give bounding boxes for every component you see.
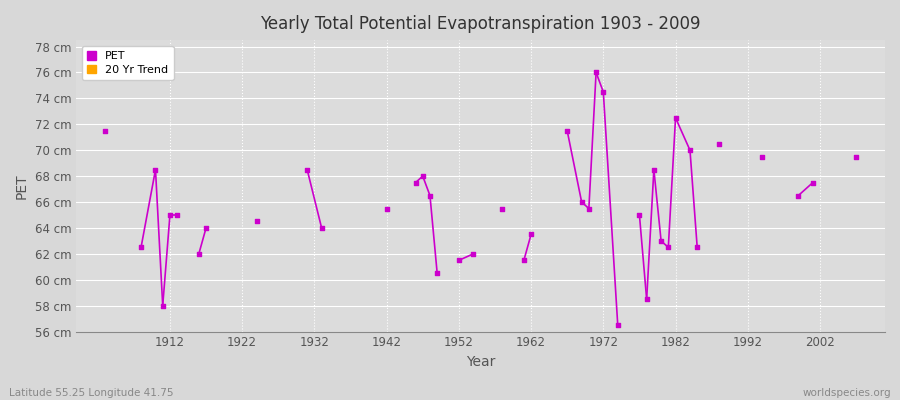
Point <box>669 115 683 121</box>
Text: worldspecies.org: worldspecies.org <box>803 388 891 398</box>
Point <box>300 166 314 173</box>
Point <box>596 89 610 95</box>
Point <box>452 257 466 264</box>
Point <box>466 251 481 257</box>
X-axis label: Year: Year <box>466 355 495 369</box>
Point <box>690 244 705 250</box>
Point <box>581 205 596 212</box>
Point <box>524 231 538 238</box>
Point <box>423 192 437 199</box>
Point <box>163 212 177 218</box>
Point <box>199 225 213 231</box>
Point <box>380 205 394 212</box>
Point <box>589 69 603 76</box>
Text: Latitude 55.25 Longitude 41.75: Latitude 55.25 Longitude 41.75 <box>9 388 174 398</box>
Point <box>806 180 820 186</box>
Point <box>662 244 676 250</box>
Point <box>314 225 328 231</box>
Point <box>849 154 863 160</box>
Point <box>683 147 698 154</box>
Point <box>98 128 112 134</box>
Title: Yearly Total Potential Evapotranspiration 1903 - 2009: Yearly Total Potential Evapotranspiratio… <box>260 15 701 33</box>
Point <box>409 180 423 186</box>
Point <box>639 296 653 302</box>
Point <box>712 140 726 147</box>
Point <box>156 302 170 309</box>
Point <box>654 238 669 244</box>
Point <box>632 212 646 218</box>
Point <box>755 154 770 160</box>
Point <box>249 218 264 225</box>
Point <box>170 212 184 218</box>
Y-axis label: PET: PET <box>15 173 29 199</box>
Point <box>574 199 589 205</box>
Point <box>416 173 430 179</box>
Point <box>647 166 662 173</box>
Point <box>560 128 574 134</box>
Point <box>495 205 509 212</box>
Point <box>148 166 163 173</box>
Legend: PET, 20 Yr Trend: PET, 20 Yr Trend <box>82 46 174 80</box>
Point <box>517 257 531 264</box>
Point <box>192 251 206 257</box>
Point <box>430 270 445 276</box>
Point <box>791 192 806 199</box>
Point <box>610 322 625 328</box>
Point <box>134 244 148 250</box>
